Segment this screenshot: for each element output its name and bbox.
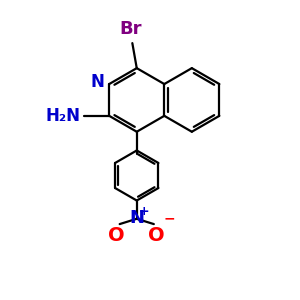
Text: Br: Br (120, 20, 142, 38)
Text: O: O (148, 226, 164, 245)
Text: O: O (108, 226, 125, 245)
Text: +: + (139, 205, 149, 218)
Text: H₂N: H₂N (46, 107, 81, 125)
Text: N: N (129, 208, 144, 226)
Text: −: − (163, 212, 175, 226)
Text: N: N (90, 73, 104, 91)
